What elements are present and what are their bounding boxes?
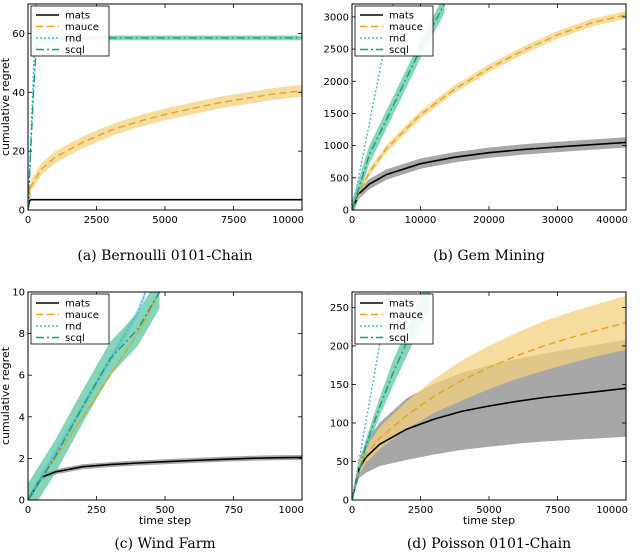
y-tick-label: 40 [12,88,25,99]
x-tick-label: 2500 [408,505,433,516]
x-tick-label: 0 [349,215,355,226]
y-tick-label: 3000 [324,12,349,23]
chart-panel-3: 0 250 500 750 1000 0 2 4 6 8 10 cumulative regret ti… [0,288,304,553]
x-tick-label: 2500 [84,215,109,226]
y-tick-label: 0 [343,496,349,507]
scql-series-line [28,292,161,500]
scql-confidence-band [28,292,160,500]
y-tick-label: 60 [12,29,25,40]
x-tick-label: 500 [155,505,174,516]
scql-series-line [352,4,446,210]
chart-panel-2: 0 10000 20000 30000 40000 0 500 1000 1500 2000 250… [324,3,628,264]
x-tick-label: 0 [25,215,31,226]
x-tick-label: 0 [25,505,31,516]
mauce-series-line [352,322,626,500]
y-tick-label: 500 [330,173,349,184]
mats-series-line [352,387,626,500]
legend-label-scql: scql [389,45,409,56]
x-tick-label: 10000 [272,215,304,226]
y-tick-label: 0 [19,206,25,217]
legend-label-mauce: mauce [389,22,423,33]
y-axis-label: cumulative regret [0,57,12,156]
rnd-series-line [28,292,147,500]
x-axis-label: time step [463,514,515,527]
x-tick-label: 10000 [596,505,628,516]
panel-caption: (a) Bernoulli 0101-Chain [77,248,252,264]
rnd-series-line [352,292,390,500]
rnd-series-line [352,4,394,210]
y-tick-label: 4 [19,412,25,423]
legend-label-mats: mats [65,11,90,22]
panel-caption: (c) Wind Farm [114,536,215,552]
x-tick-label: 10000 [405,215,437,226]
mauce-series-line [28,292,161,500]
x-tick-label: 750 [224,505,243,516]
mats-confidence-band [352,339,626,500]
legend-label-scql: scql [65,333,85,344]
x-tick-label: 0 [349,505,355,516]
legend-label-mats: mats [65,299,90,310]
y-tick-label: 20 [12,147,25,158]
mauce-confidence-band [352,295,626,500]
legend-label-rnd: rnd [389,322,406,333]
x-tick-label: 30000 [542,215,574,226]
y-axis-label: cumulative regret [0,346,12,445]
legend-label-rnd: rnd [389,34,406,45]
x-tick-label: 1000 [279,505,304,516]
panel-caption: (b) Gem Mining [433,248,545,264]
plot-area [28,292,302,500]
x-tick-label: 7500 [545,505,570,516]
legend-label-scql: scql [389,333,409,344]
x-tick-label: 5000 [476,505,501,516]
y-tick-label: 8 [19,329,25,340]
y-tick-label: 200 [330,341,349,352]
scql-series-line [28,37,302,210]
mats-series-line [28,456,302,500]
mauce-confidence-band [28,84,302,210]
mats-confidence-band [352,137,626,210]
y-tick-label: 1000 [324,141,349,152]
scql-confidence-band [28,35,302,210]
y-tick-label: 100 [330,418,349,429]
mauce-series-line [352,14,626,210]
x-tick-label: 250 [87,505,106,516]
x-axis-label: time step [139,514,191,527]
x-tick-label: 5000 [152,215,177,226]
legend-label-mauce: mauce [65,22,99,33]
mauce-series-line [28,90,302,210]
mats-series-line [352,141,626,210]
chart-panel-4: 0 2500 5000 7500 10000 0 50 100 150 200 250 time st… [330,291,628,552]
legend-label-mats: mats [389,299,414,310]
legend-label-mauce: mauce [65,310,99,321]
chart-panel-1: 0 2500 5000 7500 10000 0 20 40 60 cumulative regr… [0,3,304,264]
y-tick-label: 2000 [324,77,349,88]
y-tick-label: 250 [330,303,349,314]
panel-caption: (d) Poisson 0101-Chain [407,536,571,552]
legend-label-rnd: rnd [65,34,82,45]
x-tick-label: 20000 [473,215,505,226]
x-tick-label: 40000 [596,215,628,226]
y-tick-label: 2 [19,454,25,465]
y-tick-label: 2500 [324,45,349,56]
y-tick-label: 10 [12,288,25,299]
x-tick-label: 7500 [221,215,246,226]
y-tick-label: 50 [336,457,349,468]
scql-series-line [352,292,431,500]
legend-label-rnd: rnd [65,322,82,333]
y-tick-label: 6 [19,371,25,382]
legend-label-scql: scql [65,45,85,56]
y-tick-label: 0 [19,496,25,507]
y-tick-label: 150 [330,380,349,391]
legend-label-mats: mats [389,11,414,22]
y-tick-label: 1500 [324,109,349,120]
y-tick-label: 0 [343,206,349,217]
legend-label-mauce: mauce [389,310,423,321]
